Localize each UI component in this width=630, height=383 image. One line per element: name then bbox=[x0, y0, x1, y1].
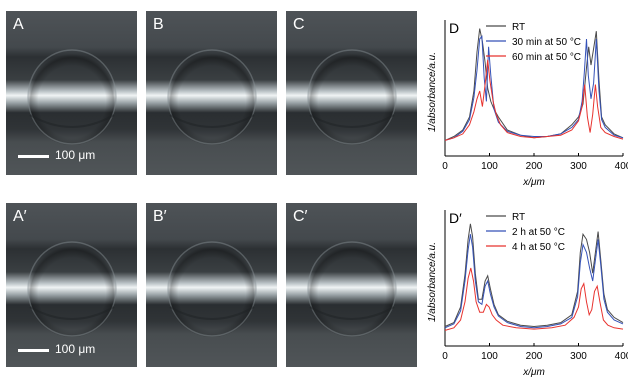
series-line-1 bbox=[444, 35, 624, 141]
panel-label: D bbox=[449, 20, 459, 36]
series-line-0 bbox=[444, 223, 624, 328]
series-line-1 bbox=[444, 234, 624, 329]
chart-d: 0 100 200 300 400 x/μm 1/absorbance/a.u. D RT 30 … bbox=[427, 20, 628, 188]
x-axis-label: x/μm bbox=[522, 367, 545, 378]
micrograph-image bbox=[146, 11, 277, 175]
micrograph-c: C bbox=[286, 11, 417, 175]
panel-label: B′ bbox=[153, 208, 167, 225]
legend-label-2: 60 min at 50 °C bbox=[512, 52, 581, 63]
panel-label: B bbox=[153, 16, 164, 33]
scale-bar-label: 100 μm bbox=[55, 342, 96, 356]
legend-label-1: 2 h at 50 °C bbox=[512, 227, 565, 238]
scale-bar-label: 100 μm bbox=[55, 148, 96, 162]
x-tick-label: 100 bbox=[481, 161, 498, 172]
x-tick-label: 300 bbox=[570, 161, 587, 172]
scale-bar bbox=[18, 155, 49, 158]
micrograph-b-prime: B′ bbox=[146, 203, 277, 367]
legend-label-1: 30 min at 50 °C bbox=[512, 37, 581, 48]
x-tick-label: 400 bbox=[615, 351, 628, 362]
x-tick-label: 200 bbox=[526, 161, 543, 172]
legend-label-2: 4 h at 50 °C bbox=[512, 242, 565, 253]
series-line-2 bbox=[444, 59, 624, 141]
x-tick-label: 100 bbox=[481, 351, 498, 362]
x-axis-label: x/μm bbox=[522, 177, 545, 188]
micrograph-image bbox=[286, 203, 417, 367]
panel-label: D′ bbox=[449, 210, 462, 226]
panel-label: C bbox=[293, 16, 305, 33]
micrograph-image bbox=[146, 203, 277, 367]
micrograph-a-prime: A′ 100 μm bbox=[6, 203, 137, 367]
x-tick-label: 0 bbox=[442, 161, 448, 172]
scale-bar bbox=[18, 349, 49, 352]
series-line-2 bbox=[444, 267, 624, 331]
legend-label-0: RT bbox=[512, 212, 525, 223]
panel-label: A′ bbox=[13, 208, 27, 225]
micrograph-b: B bbox=[146, 11, 277, 175]
panel-label: A bbox=[13, 16, 24, 33]
x-tick-label: 400 bbox=[615, 161, 628, 172]
y-axis-label: 1/absorbance/a.u. bbox=[427, 52, 438, 132]
micrograph-a: A 100 μm bbox=[6, 11, 137, 175]
micrograph-c-prime: C′ bbox=[286, 203, 417, 367]
x-tick-label: 200 bbox=[526, 351, 543, 362]
x-tick-label: 300 bbox=[570, 351, 587, 362]
x-tick-label: 0 bbox=[442, 351, 448, 362]
micrograph-image bbox=[286, 11, 417, 175]
legend-label-0: RT bbox=[512, 22, 525, 33]
y-axis-label: 1/absorbance/a.u. bbox=[427, 242, 438, 322]
panel-label: C′ bbox=[293, 208, 308, 225]
chart-d-prime: 0 100 200 300 400 x/μm 1/absorbance/a.u. D′ RT 2 … bbox=[427, 210, 628, 378]
